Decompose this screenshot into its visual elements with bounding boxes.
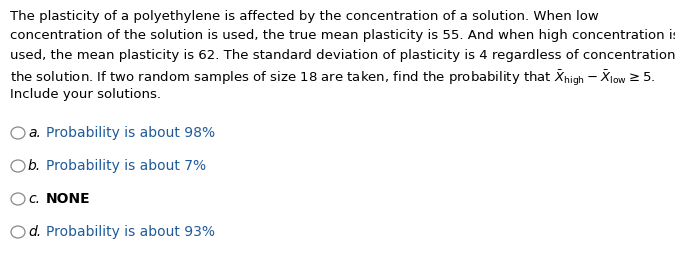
Text: c.: c. xyxy=(28,192,40,206)
Text: Include your solutions.: Include your solutions. xyxy=(10,88,161,101)
Text: a.: a. xyxy=(28,126,41,140)
Text: d.: d. xyxy=(28,225,41,239)
Text: used, the mean plasticity is 62. The standard deviation of plasticity is 4 regar: used, the mean plasticity is 62. The sta… xyxy=(10,49,675,62)
Text: b.: b. xyxy=(28,159,41,173)
Text: The plasticity of a polyethylene is affected by the concentration of a solution.: The plasticity of a polyethylene is affe… xyxy=(10,10,599,23)
Text: concentration of the solution is used, the true mean plasticity is 55. And when : concentration of the solution is used, t… xyxy=(10,29,675,42)
Text: Probability is about 7%: Probability is about 7% xyxy=(46,159,206,173)
Text: Probability is about 93%: Probability is about 93% xyxy=(46,225,215,239)
Text: Probability is about 98%: Probability is about 98% xyxy=(46,126,215,140)
Text: the solution. If two random samples of size 18 are taken, find the probability t: the solution. If two random samples of s… xyxy=(10,68,655,88)
Text: NONE: NONE xyxy=(46,192,90,206)
